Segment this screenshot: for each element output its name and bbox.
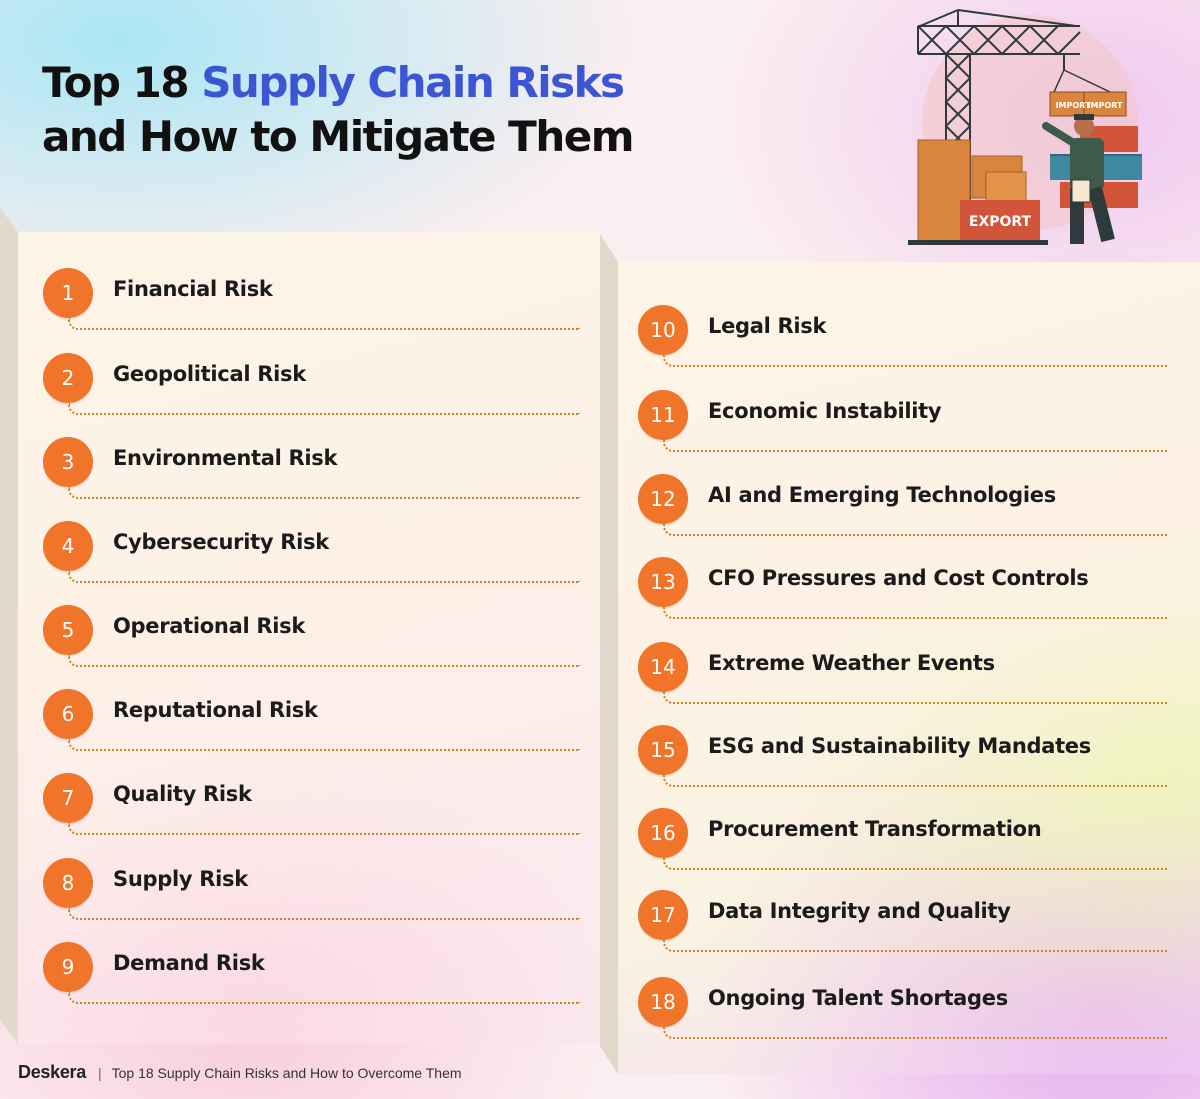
item-number-badge: 11	[638, 390, 688, 440]
export-container: EXPORT	[960, 200, 1040, 240]
hanging-crates: IMPORT IMPORT	[1049, 69, 1127, 117]
item-number-badge: 16	[638, 808, 688, 858]
footer: Deskera | Top 18 Supply Chain Risks and Ho…	[18, 1062, 462, 1083]
item-number-badge: 15	[638, 725, 688, 775]
left-panel-fold	[0, 208, 18, 1044]
item-number-badge: 2	[43, 353, 93, 403]
item-label: Data Integrity and Quality	[708, 899, 1011, 923]
dotted-leader	[68, 823, 580, 835]
item-number-badge: 4	[43, 521, 93, 571]
right-panel	[618, 262, 1200, 1074]
container-label: EXPORT	[969, 214, 1032, 230]
item-number-badge: 18	[638, 977, 688, 1027]
title-prefix: Top 18	[42, 58, 202, 107]
item-label: Legal Risk	[708, 314, 827, 338]
dotted-leader	[68, 739, 580, 751]
right-panel-fold	[600, 234, 618, 1074]
title-line-2: and How to Mitigate Them	[42, 112, 634, 161]
dotted-leader	[663, 607, 1168, 619]
dotted-leader	[663, 858, 1168, 870]
item-label: Ongoing Talent Shortages	[708, 986, 1008, 1010]
dotted-leader	[663, 1027, 1168, 1039]
dotted-leader	[663, 355, 1168, 367]
item-label: AI and Emerging Technologies	[708, 483, 1056, 507]
item-label: Environmental Risk	[113, 446, 338, 470]
item-label: Quality Risk	[113, 782, 252, 806]
item-label: Cybersecurity Risk	[113, 530, 329, 554]
brand-logo[interactable]: Deskera	[18, 1062, 86, 1082]
item-label: Geopolitical Risk	[113, 362, 306, 386]
dotted-leader	[663, 692, 1168, 704]
item-number-badge: 17	[638, 890, 688, 940]
footer-separator: |	[97, 1065, 102, 1081]
item-number-badge: 8	[43, 858, 93, 908]
ground-bar	[908, 240, 1048, 245]
item-label: Supply Risk	[113, 867, 248, 891]
dotted-leader	[663, 524, 1168, 536]
title-accent: Supply Chain Risks	[201, 58, 625, 107]
crate-label-2: IMPORT	[1088, 101, 1123, 110]
item-label: Reputational Risk	[113, 698, 318, 722]
item-number-badge: 13	[638, 557, 688, 607]
item-label: Procurement Transformation	[708, 817, 1042, 841]
dotted-leader	[663, 440, 1168, 452]
item-label: Financial Risk	[113, 277, 273, 301]
footer-tagline: Top 18 Supply Chain Risks and How to Ove…	[111, 1065, 462, 1081]
item-label: Extreme Weather Events	[708, 651, 995, 675]
item-number-badge: 5	[43, 605, 93, 655]
dotted-leader	[68, 318, 580, 330]
dotted-leader	[68, 403, 580, 415]
dotted-leader	[663, 940, 1168, 952]
logistics-illustration: IMPORT IMPORT EXPORT	[908, 9, 1142, 245]
item-number-badge: 12	[638, 474, 688, 524]
item-number-badge: 10	[638, 305, 688, 355]
dotted-leader	[663, 775, 1168, 787]
item-label: Operational Risk	[113, 614, 305, 638]
dotted-leader	[68, 655, 580, 667]
crate-label-1: IMPORT	[1056, 101, 1091, 110]
item-number-badge: 3	[43, 437, 93, 487]
item-number-badge: 14	[638, 642, 688, 692]
item-label: Demand Risk	[113, 951, 265, 975]
item-label: Economic Instability	[708, 399, 942, 423]
item-number-badge: 1	[43, 268, 93, 318]
item-label: CFO Pressures and Cost Controls	[708, 566, 1089, 590]
item-label: ESG and Sustainability Mandates	[708, 734, 1091, 758]
item-number-badge: 7	[43, 773, 93, 823]
dotted-leader	[68, 908, 580, 920]
dotted-leader	[68, 571, 580, 583]
worker-icon	[1042, 114, 1115, 244]
page-title: Top 18 Supply Chain Risks and How to Mit…	[42, 56, 634, 164]
cardboard-boxes	[917, 139, 1027, 243]
crane-icon	[917, 9, 1081, 238]
item-number-badge: 6	[43, 689, 93, 739]
dotted-leader	[68, 487, 580, 499]
left-panel	[18, 232, 600, 1044]
dotted-leader	[68, 992, 580, 1004]
item-number-badge: 9	[43, 942, 93, 992]
